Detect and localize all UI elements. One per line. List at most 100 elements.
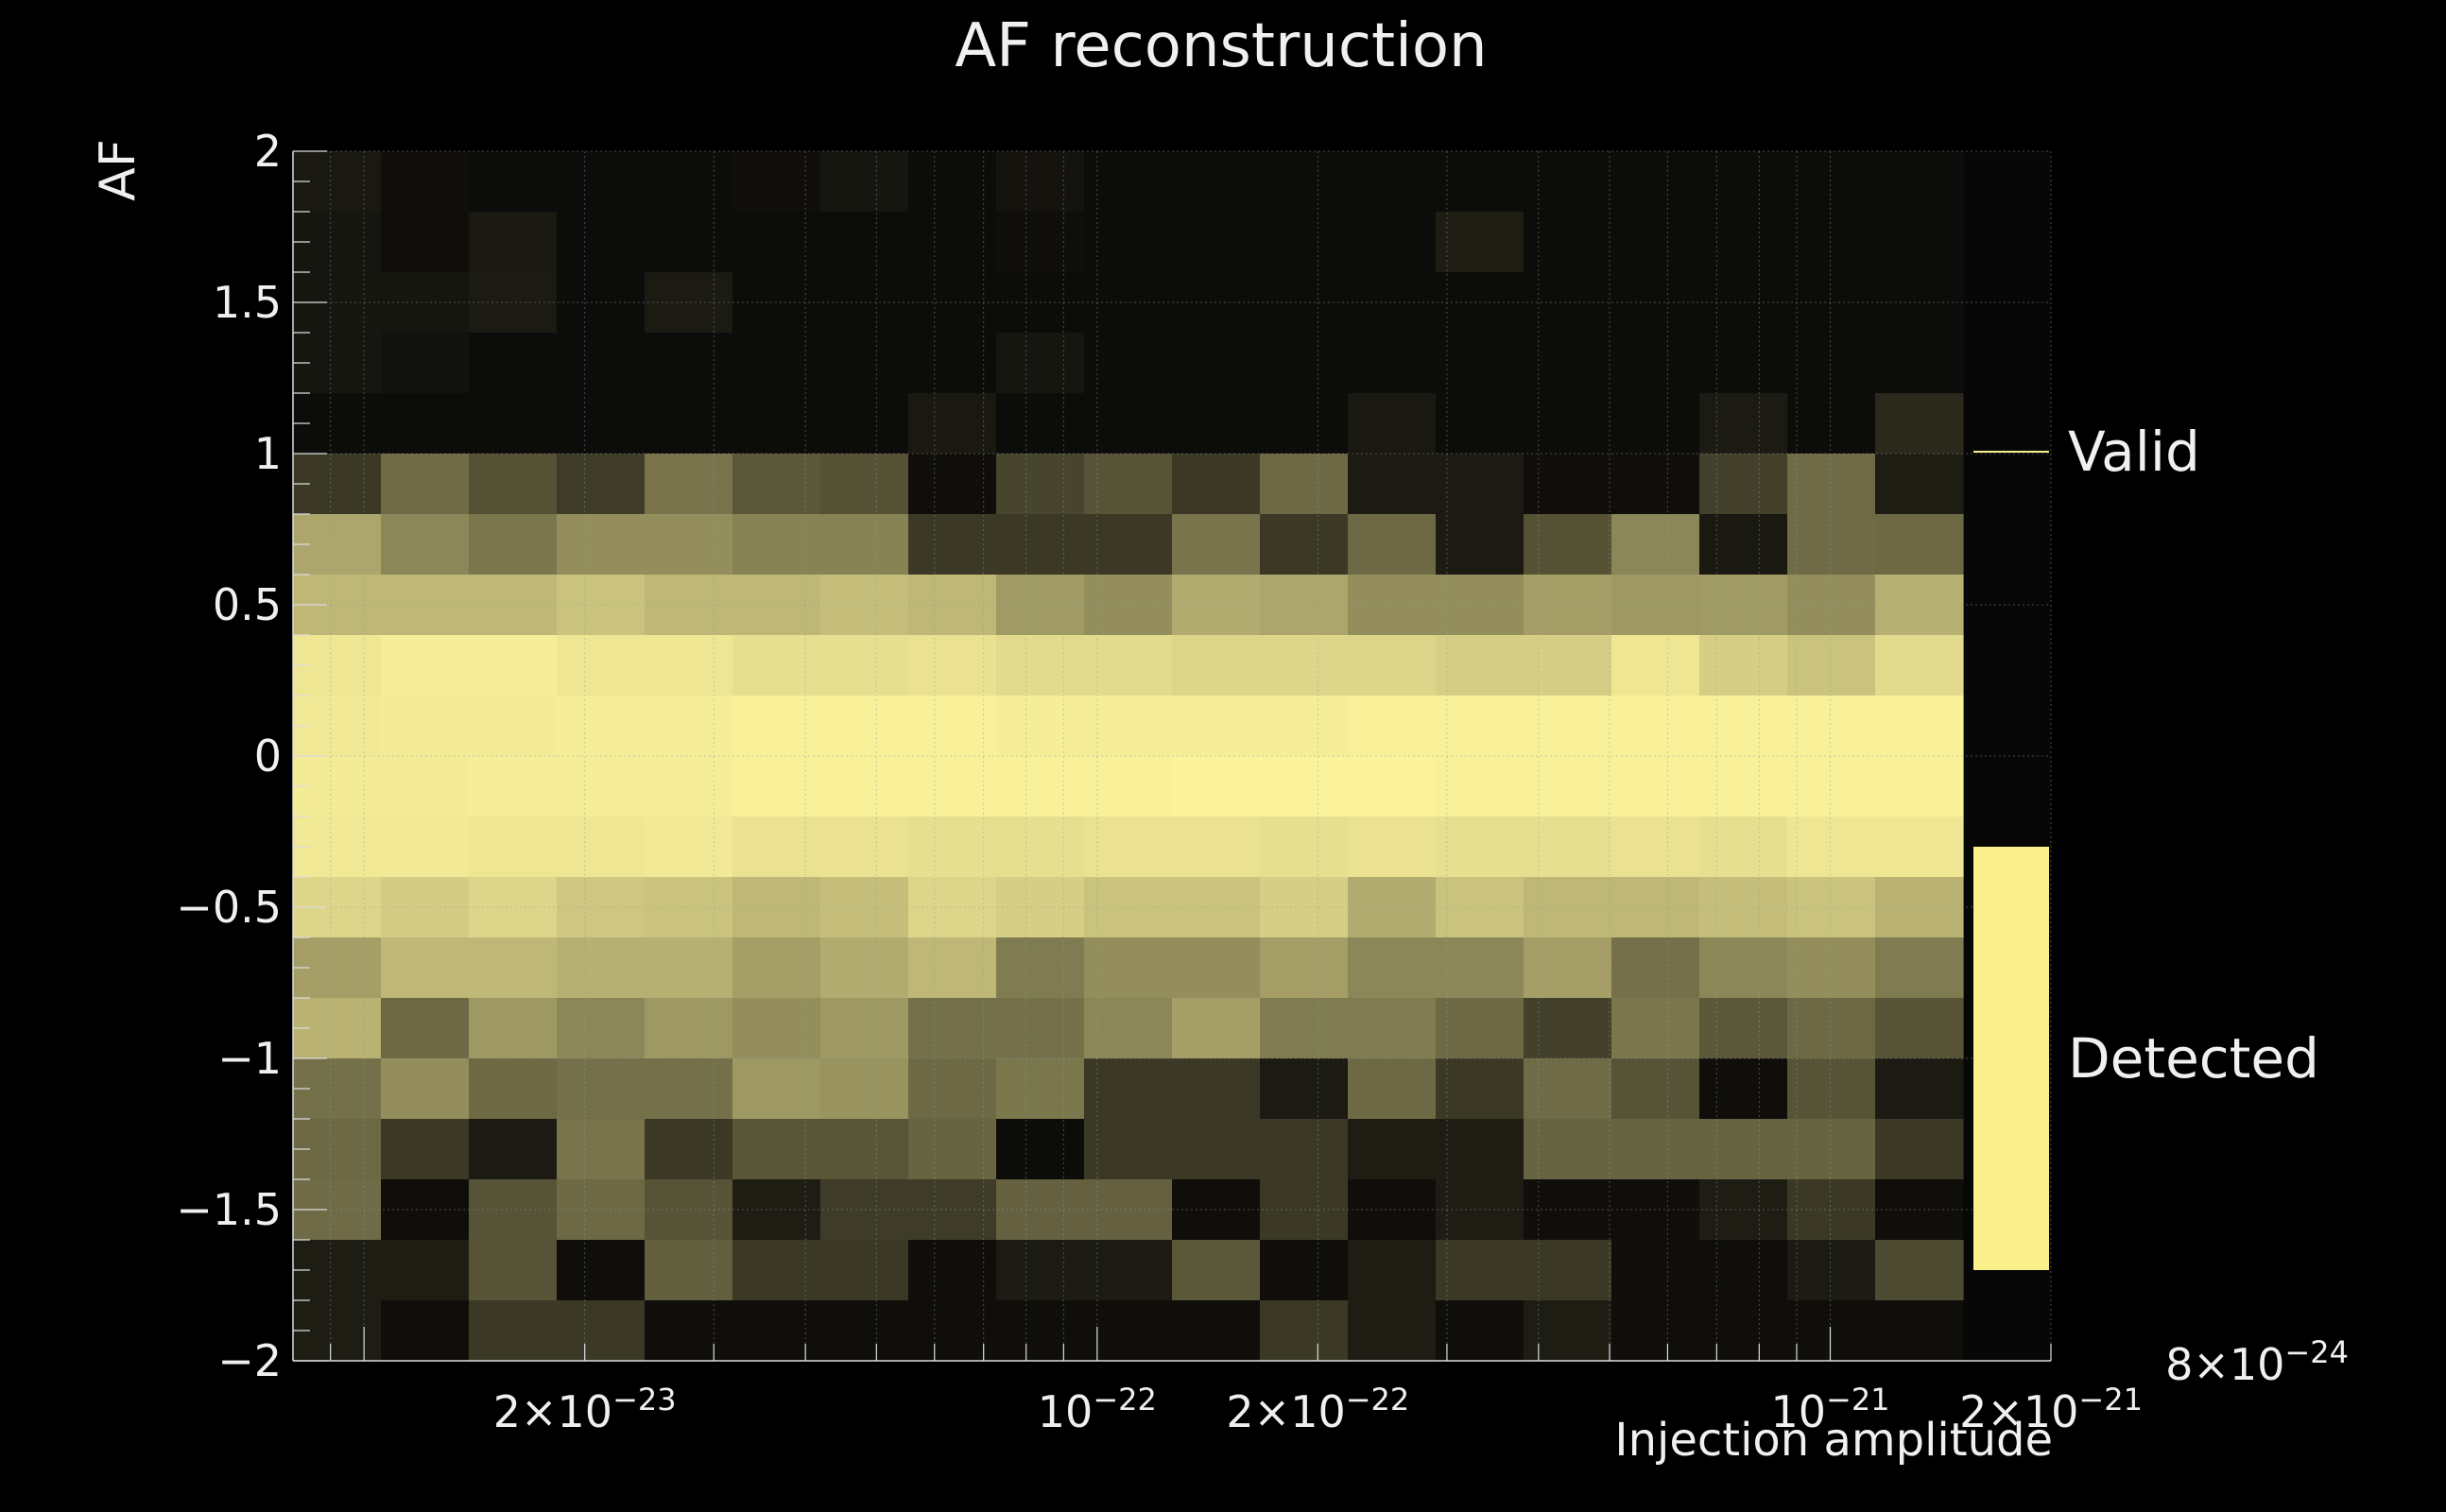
heatmap-cell	[1348, 1058, 1437, 1120]
heatmap-cell	[381, 575, 470, 636]
heatmap-cell	[1348, 696, 1437, 757]
heatmap-cell	[469, 816, 558, 878]
heatmap-cell	[1611, 151, 1700, 213]
heatmap-cell	[1524, 1058, 1612, 1120]
heatmap-cell	[820, 1240, 909, 1301]
heatmap-cell	[1084, 151, 1173, 213]
heatmap-cell	[645, 696, 733, 757]
heatmap-cell	[557, 635, 646, 696]
heatmap-cell	[1699, 454, 1788, 515]
heatmap-cell	[820, 756, 909, 817]
heatmap-cell	[557, 212, 646, 273]
heatmap-cell	[469, 877, 558, 938]
heatmap-cell	[996, 635, 1085, 696]
x-tick-label: 2×10−23	[493, 1382, 677, 1437]
heatmap-cell	[645, 635, 733, 696]
heatmap-cell	[1875, 756, 1964, 817]
heatmap-cell	[1787, 151, 1876, 213]
heatmap-cell	[1699, 212, 1788, 273]
heatmap-cell	[908, 1240, 997, 1301]
heatmap-cell	[645, 756, 733, 817]
heatmap-cell	[1084, 333, 1173, 394]
heatmap-cell	[1172, 1240, 1261, 1301]
heatmap-cell	[1436, 998, 1524, 1059]
heatmap-cell	[1699, 272, 1788, 334]
y-tick-label: 0	[254, 730, 282, 782]
heatmap-cell	[1436, 333, 1524, 394]
heatmap-cell	[1524, 333, 1612, 394]
heatmap-cell	[1524, 1240, 1612, 1301]
heatmap-cell	[1084, 393, 1173, 455]
heatmap-cell	[1611, 998, 1700, 1059]
heatmap-cell	[469, 756, 558, 817]
heatmap-cell	[1436, 696, 1524, 757]
heatmap-cell	[1172, 575, 1261, 636]
heatmap-cell	[732, 1119, 821, 1180]
heatmap-cell	[1260, 696, 1349, 757]
heatmap-cell	[1172, 696, 1261, 757]
heatmap-cell	[645, 998, 733, 1059]
heatmap-cell	[996, 877, 1085, 938]
heatmap-cell	[557, 1119, 646, 1180]
heatmap-cell	[1699, 1119, 1788, 1180]
heatmap-cell	[469, 575, 558, 636]
heatmap-cell	[732, 333, 821, 394]
heatmap-cell	[1875, 1300, 1964, 1362]
heatmap-cell	[908, 937, 997, 999]
heatmap-cell	[1787, 1240, 1876, 1301]
x-axis-label: Injection amplitude	[1614, 1414, 2053, 1467]
heatmap-cell	[908, 696, 997, 757]
heatmap-cell	[645, 1179, 733, 1241]
heatmap-cell	[1172, 393, 1261, 455]
heatmap-cell	[381, 1179, 470, 1241]
heatmap-cell	[1787, 393, 1876, 455]
heatmap-cell	[1436, 151, 1524, 213]
heatmap-cell	[732, 635, 821, 696]
heatmap-cell	[1348, 272, 1437, 334]
heatmap-cell	[1348, 333, 1437, 394]
heatmap-cell	[1875, 575, 1964, 636]
heatmap-cell	[1787, 635, 1876, 696]
heatmap-cell	[1787, 877, 1876, 938]
heatmap-cell	[996, 1300, 1085, 1362]
heatmap-cell	[996, 272, 1085, 334]
heatmap-cell	[732, 393, 821, 455]
heatmap-cell	[557, 696, 646, 757]
heatmap-cell	[1348, 635, 1437, 696]
heatmap-cell	[1084, 1058, 1173, 1120]
heatmap-cell	[1084, 1119, 1173, 1180]
heatmap-cell	[908, 393, 997, 455]
heatmap-cell	[1875, 212, 1964, 273]
heatmap-cell	[1260, 1179, 1349, 1241]
heatmap-cell	[1611, 272, 1700, 334]
heatmap-cell	[469, 1058, 558, 1120]
heatmap-cell	[557, 756, 646, 817]
heatmap-cell	[645, 937, 733, 999]
heatmap-cell	[1260, 514, 1349, 576]
heatmap-cell	[1436, 575, 1524, 636]
heatmap-cell	[820, 1119, 909, 1180]
heatmap-cell	[996, 816, 1085, 878]
heatmap-cell	[1787, 696, 1876, 757]
heatmap-cell	[1875, 393, 1964, 455]
heatmap-cell	[557, 937, 646, 999]
heatmap-cell	[1436, 756, 1524, 817]
heatmap-cell	[1348, 877, 1437, 938]
heatmap-cell	[820, 272, 909, 334]
heatmap-cell	[1524, 393, 1612, 455]
heatmap-cell	[1436, 1058, 1524, 1120]
heatmap-cell	[1084, 272, 1173, 334]
x-tick-label: 10−22	[1038, 1382, 1157, 1437]
y-tick-label: −0.5	[176, 882, 282, 933]
heatmap-cell	[1436, 937, 1524, 999]
heatmap-cell	[557, 272, 646, 334]
heatmap-cell	[1172, 816, 1261, 878]
heatmap-cell	[557, 1058, 646, 1120]
grid-lines	[293, 150, 2052, 1362]
heatmap-cell	[1611, 1179, 1700, 1241]
heatmap-cell	[645, 454, 733, 515]
heatmap-cell	[1699, 514, 1788, 576]
heatmap-cell	[1524, 877, 1612, 938]
heatmap-cell	[381, 816, 470, 878]
heatmap-cell	[645, 1300, 733, 1362]
